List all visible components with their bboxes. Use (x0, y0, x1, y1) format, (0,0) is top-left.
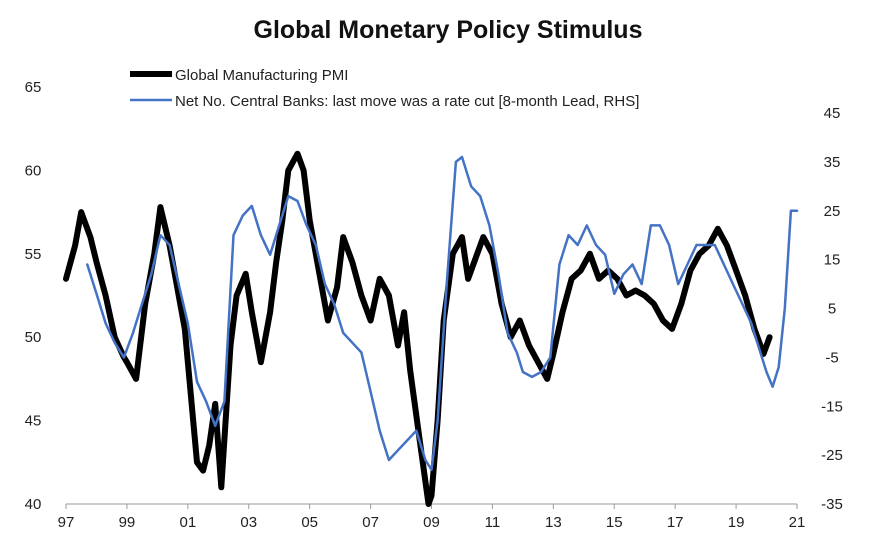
y-right-tick-label: 45 (824, 105, 841, 122)
y-axis-right-ticks: -35 -25 -15 -5 5 15 25 35 45 (821, 105, 843, 513)
y-right-tick-label: 35 (824, 154, 841, 171)
x-tick-label: 13 (545, 514, 562, 531)
x-tick-label: 03 (240, 514, 257, 531)
x-tick-label: 11 (485, 514, 501, 531)
legend: Global Manufacturing PMI Net No. Central… (130, 67, 639, 110)
legend-label-central-banks: Net No. Central Banks: last move was a r… (175, 93, 639, 110)
x-tick-label: 07 (362, 514, 379, 531)
y-right-tick-label: 25 (824, 203, 841, 220)
y-axis-left-ticks: 40 45 50 55 60 65 (25, 79, 42, 513)
y-right-tick-label: -35 (821, 496, 843, 513)
x-tick-label: 21 (789, 514, 806, 531)
y-right-tick-label: -25 (821, 447, 843, 464)
x-tick-label: 17 (667, 514, 684, 531)
y-right-tick-label: 5 (828, 301, 836, 318)
y-left-tick-label: 65 (25, 79, 42, 96)
x-tick-label: 01 (179, 514, 196, 531)
x-tick-label: 05 (301, 514, 318, 531)
x-tick-label: 15 (606, 514, 623, 531)
y-right-tick-label: 15 (824, 252, 841, 269)
y-left-tick-label: 40 (25, 496, 42, 513)
x-axis-ticks: 97 99 01 03 05 07 09 11 13 15 17 19 21 (58, 504, 806, 531)
series-layer (63, 150, 799, 507)
chart-title: Global Monetary Policy Stimulus (254, 16, 643, 44)
y-left-tick-label: 50 (25, 329, 42, 346)
x-tick-label: 99 (119, 514, 136, 531)
series-line-pmi (63, 150, 773, 507)
x-tick-label: 97 (58, 514, 75, 531)
x-tick-label: 09 (423, 514, 440, 531)
y-right-tick-label: -15 (821, 398, 843, 415)
legend-label-pmi: Global Manufacturing PMI (175, 67, 348, 84)
y-right-tick-label: -5 (825, 349, 838, 366)
y-left-tick-label: 45 (25, 413, 42, 430)
series-line-central-banks (86, 155, 799, 472)
y-left-tick-label: 55 (25, 246, 42, 263)
x-tick-label: 19 (728, 514, 745, 531)
y-left-tick-label: 60 (25, 162, 42, 179)
